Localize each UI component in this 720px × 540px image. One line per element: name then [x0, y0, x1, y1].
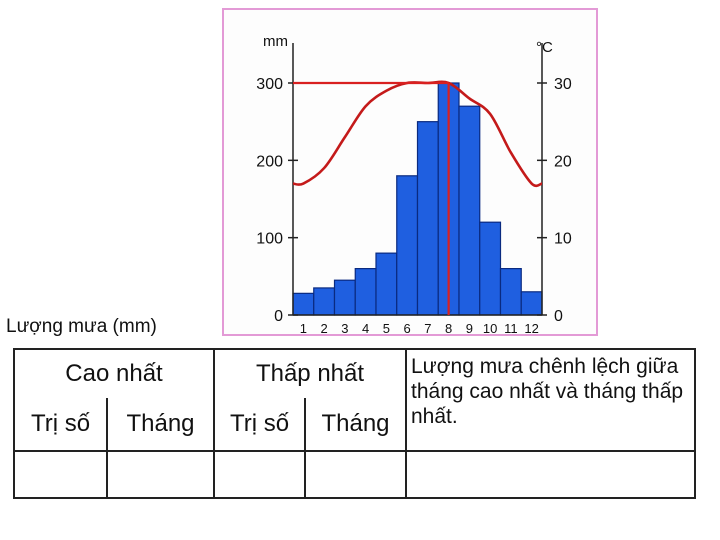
climate-chart: 0 100 200 300 0 10 20 30 mm °C 1 2 3 4 5 6 7 8 9 10 11 12	[222, 8, 598, 336]
month-label: 6	[404, 321, 411, 336]
answer-highest-month[interactable]	[106, 450, 215, 499]
month-label: 12	[524, 321, 538, 336]
left-tick-label: 200	[256, 153, 283, 170]
month-label: 5	[383, 321, 390, 336]
month-label: 11	[504, 321, 518, 336]
rainfall-bar	[292, 292, 315, 316]
rainfall-axis-title: Lượng mưa (mm)	[6, 316, 157, 337]
rainfall-bar	[313, 287, 336, 316]
rainfall-bar	[520, 291, 543, 316]
month-label: 4	[362, 321, 369, 336]
rainfall-bar	[354, 268, 377, 316]
rainfall-bar	[416, 121, 439, 316]
month-label: 8	[445, 321, 452, 336]
answer-lowest-value[interactable]	[213, 450, 306, 499]
left-tick-label: 300	[256, 76, 283, 93]
left-tick-label: 100	[256, 231, 283, 248]
answer-highest-value[interactable]	[13, 450, 108, 499]
month-label: 7	[424, 321, 431, 336]
rainfall-bar	[458, 105, 481, 316]
rainfall-bar	[499, 268, 522, 316]
month-label: 9	[466, 321, 473, 336]
header-lowest-month: Tháng	[304, 398, 407, 452]
right-axis-unit: °C	[536, 39, 553, 56]
answer-lowest-month[interactable]	[304, 450, 407, 499]
rainfall-bar	[396, 175, 419, 316]
month-label: 1	[300, 321, 307, 336]
rainfall-bar	[333, 279, 356, 316]
month-label: 2	[321, 321, 328, 336]
right-tick-label: 0	[554, 308, 563, 325]
month-label: 10	[483, 321, 497, 336]
month-label: 3	[341, 321, 348, 336]
results-table: Cao nhất Thấp nhất Lượng mưa chênh lệch …	[13, 348, 696, 499]
header-highest-value: Trị số	[13, 398, 108, 452]
header-highest-month: Tháng	[106, 398, 215, 452]
rainfall-bar	[479, 221, 502, 316]
header-highest: Cao nhất	[13, 348, 215, 398]
rainfall-bar	[375, 252, 398, 316]
answer-difference[interactable]	[405, 450, 696, 499]
header-lowest: Thấp nhất	[213, 348, 407, 398]
right-tick-label: 20	[554, 153, 572, 170]
right-tick-label: 30	[554, 76, 572, 93]
right-tick-label: 10	[554, 231, 572, 248]
left-axis-unit: mm	[263, 33, 288, 50]
header-lowest-value: Trị số	[213, 398, 306, 452]
header-difference: Lượng mưa chênh lệch giữa tháng cao nhất…	[405, 348, 696, 451]
left-tick-label: 0	[274, 308, 283, 325]
